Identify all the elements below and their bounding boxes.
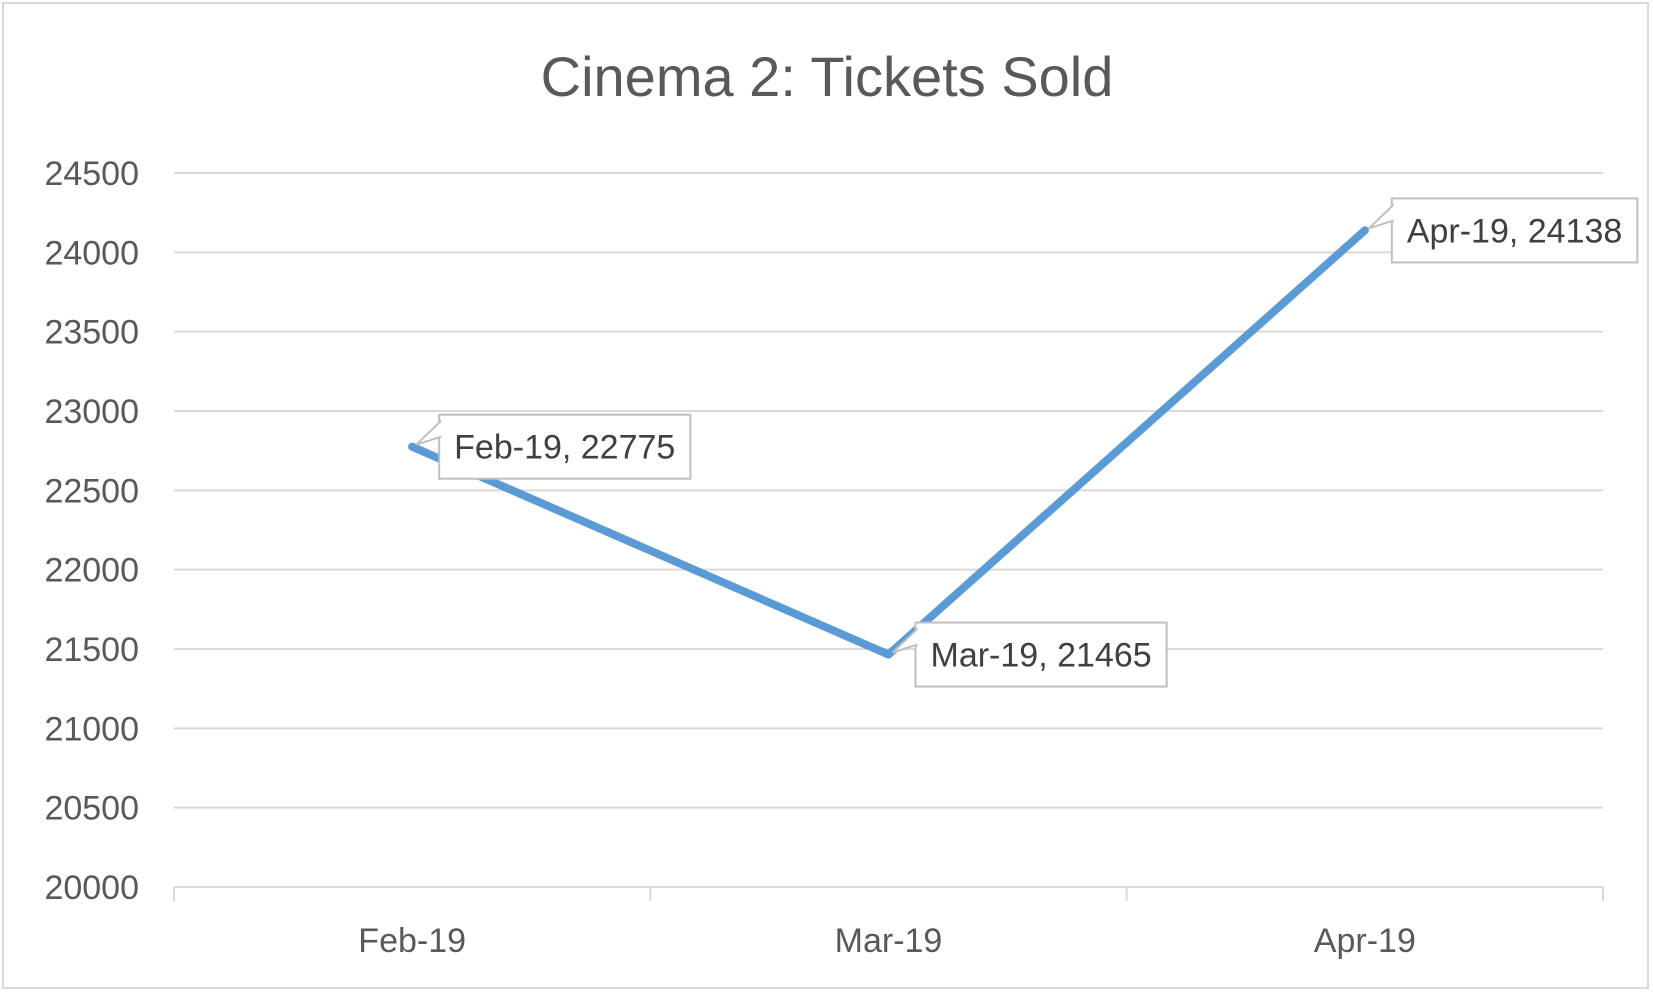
y-tick-label: 20500 xyxy=(44,790,139,828)
y-tick-label: 24000 xyxy=(44,234,139,272)
data-point xyxy=(408,442,417,451)
data-label-text: Feb-19, 22775 xyxy=(454,429,675,467)
data-label-pointer xyxy=(1368,203,1395,230)
data-label-box xyxy=(438,413,692,480)
data-label-text: Mar-19, 21465 xyxy=(931,637,1152,675)
data-point xyxy=(1360,226,1369,235)
gridlines xyxy=(174,172,1603,809)
data-label: Apr-19, 24138 xyxy=(1368,197,1639,264)
x-tick-label: Mar-19 xyxy=(835,922,943,960)
line-chart: Cinema 2: Tickets Sold 20000 20500 21000 21… xyxy=(44,45,1639,960)
x-axis: Feb-19 Mar-19 Apr-19 xyxy=(173,886,1604,960)
data-label: Feb-19, 22775 xyxy=(415,413,692,480)
data-label-pointer xyxy=(891,627,919,654)
y-tick-label: 24500 xyxy=(44,155,139,193)
y-tick-label: 21500 xyxy=(44,631,139,669)
y-tick-label: 22000 xyxy=(44,552,139,590)
y-tick-label: 21000 xyxy=(44,710,139,748)
data-labels: Feb-19, 22775 Mar-19, 21465 Apr-19, 24138 xyxy=(415,197,1639,688)
data-point xyxy=(884,650,893,659)
data-label-box xyxy=(914,621,1168,688)
data-label-box xyxy=(1390,197,1639,264)
data-label: Mar-19, 21465 xyxy=(891,621,1168,688)
y-tick-label: 23000 xyxy=(44,393,139,431)
y-tick-label: 20000 xyxy=(44,869,139,907)
y-tick-label: 22500 xyxy=(44,472,139,510)
y-tick-label: 23500 xyxy=(44,314,139,352)
data-label-pointer xyxy=(415,419,442,446)
chart-title: Cinema 2: Tickets Sold xyxy=(541,45,1114,108)
x-tick-label: Apr-19 xyxy=(1314,922,1416,960)
series-layer xyxy=(408,226,1369,659)
data-label-text: Apr-19, 24138 xyxy=(1407,212,1623,250)
y-axis: 20000 20500 21000 21500 22000 22500 23000 23500… xyxy=(44,155,139,907)
x-tick-label: Feb-19 xyxy=(358,922,466,960)
